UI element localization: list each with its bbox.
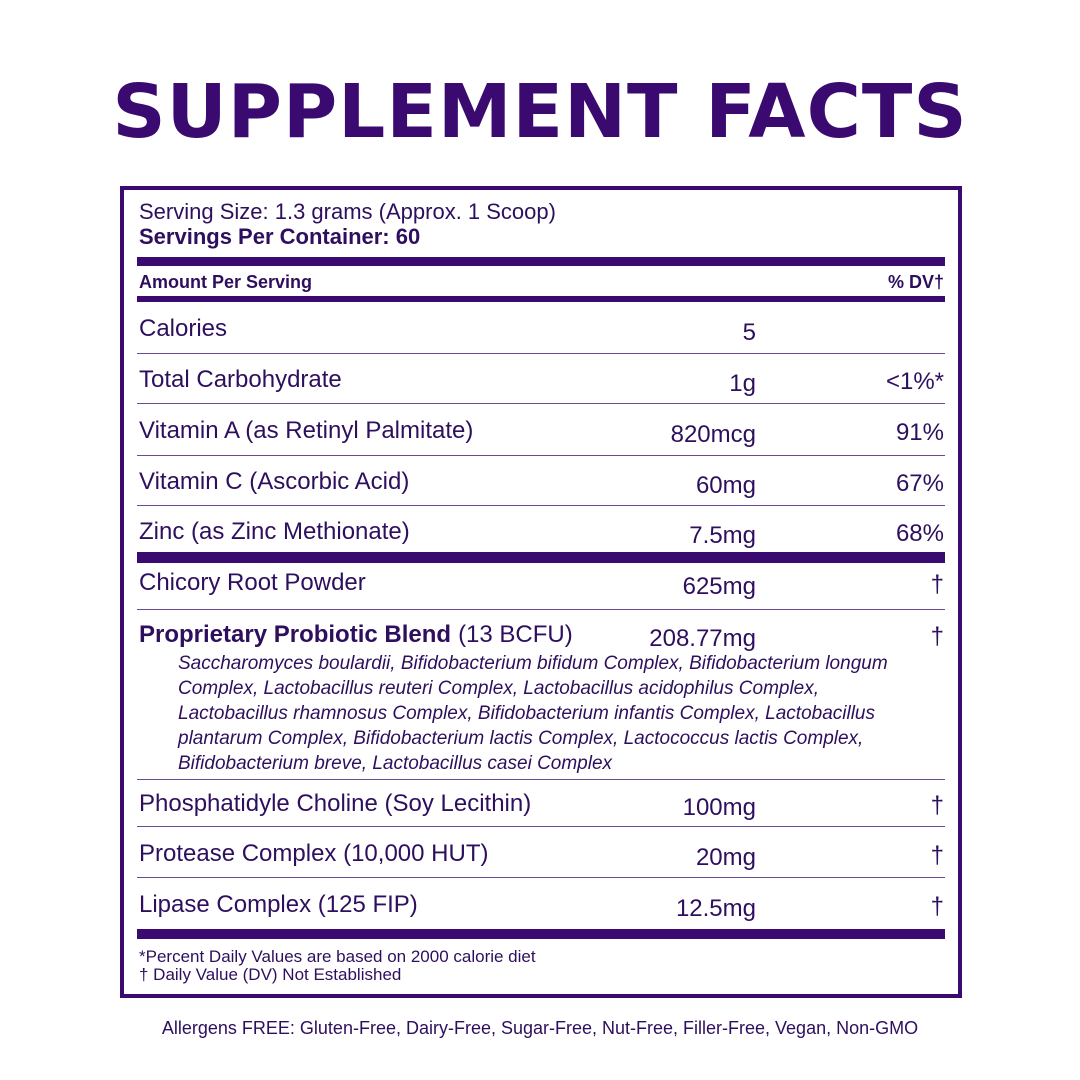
nutrient-amount: 208.77mg	[649, 625, 756, 652]
title: SUPPLEMENT FACTS	[112, 69, 968, 155]
nutrient-amount: 12.5mg	[675, 895, 756, 922]
facts-box	[120, 186, 962, 998]
blend-qualifier: (13 BCFU)	[458, 621, 573, 648]
nutrient-name: Lipase Complex (125 FIP)	[139, 891, 418, 918]
nutrient-name: Vitamin A (as Retinyl Palmitate)	[139, 417, 474, 444]
footnote: *Percent Daily Values are based on 2000 …	[139, 947, 536, 966]
rule	[137, 455, 945, 456]
dv-header: % DV†	[887, 272, 944, 292]
nutrient-dv: 91%	[895, 419, 944, 446]
rule	[137, 403, 945, 404]
nutrient-amount: 100mg	[682, 794, 756, 821]
rule	[137, 826, 945, 827]
nutrient-dv: †	[930, 842, 944, 869]
rule	[137, 353, 945, 354]
nutrient-dv: 67%	[895, 470, 944, 497]
bar	[137, 296, 945, 302]
rule	[137, 877, 945, 878]
nutrient-dv: 68%	[895, 520, 944, 547]
nutrient-dv: †	[930, 623, 944, 650]
nutrient-name: Proprietary Probiotic Blend (13 BCFU)	[139, 620, 573, 650]
serving-size: Serving Size: 1.3 grams (Approx. 1 Scoop…	[139, 199, 556, 224]
nutrient-name: Vitamin C (Ascorbic Acid)	[139, 468, 410, 495]
thick-bar	[137, 257, 945, 266]
servings-per-container: Servings Per Container: 60	[139, 224, 421, 249]
amount-header: Amount Per Serving	[139, 272, 313, 292]
rule	[137, 505, 945, 506]
thick-bar	[137, 552, 945, 563]
nutrient-name: Phosphatidyle Choline (Soy Lecithin)	[139, 790, 532, 817]
nutrient-amount: 7.5mg	[689, 522, 756, 549]
nutrient-amount: 5	[742, 319, 756, 346]
blend-name: Proprietary Probiotic Blend	[139, 621, 452, 648]
nutrient-amount: 60mg	[695, 472, 756, 499]
nutrient-name: Chicory Root Powder	[139, 569, 366, 596]
nutrient-amount: 20mg	[695, 844, 756, 871]
nutrient-name: Total Carbohydrate	[139, 366, 342, 393]
nutrient-dv: †	[930, 571, 944, 598]
nutrient-dv: †	[930, 792, 944, 819]
allergens: Allergens FREE: Gluten-Free, Dairy-Free,…	[161, 1018, 919, 1038]
nutrient-name: Calories	[139, 315, 228, 342]
nutrient-name: Protease Complex (10,000 HUT)	[139, 840, 489, 867]
rule	[137, 609, 945, 610]
footnote: † Daily Value (DV) Not Established	[139, 965, 402, 984]
nutrient-name: Zinc (as Zinc Methionate)	[139, 518, 410, 545]
blend-ingredients: Saccharomyces boulardii, Bifidobacterium…	[178, 653, 888, 774]
nutrient-dv: †	[930, 893, 944, 920]
nutrient-amount: 625mg	[682, 573, 756, 600]
nutrient-dv: <1%*	[885, 368, 944, 395]
nutrient-amount: 820mcg	[670, 421, 756, 448]
rule	[137, 779, 945, 780]
nutrient-amount: 1g	[729, 370, 756, 397]
thick-bar	[137, 929, 945, 939]
